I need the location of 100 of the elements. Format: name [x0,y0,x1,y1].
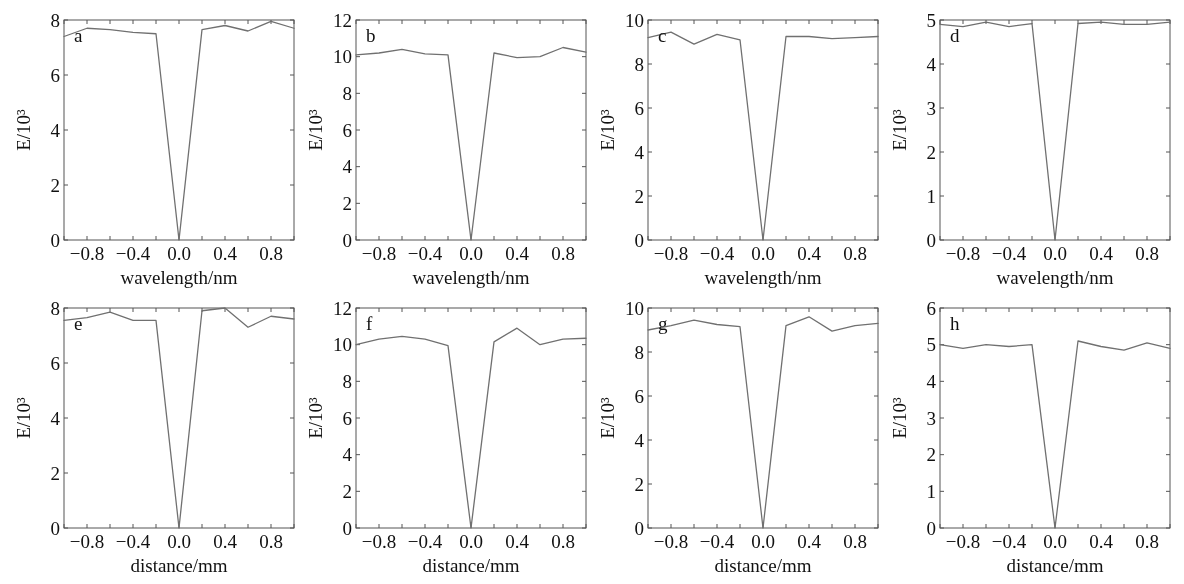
line-series [647,31,879,241]
y-tick-label: 3 [926,97,936,119]
y-tick-label: 5 [926,334,936,356]
x-tick-label: −0.4 [991,531,1027,552]
line-series [647,316,879,529]
y-tick-label: 0 [342,229,352,251]
line-series [939,340,1171,529]
x-tick-label: −0.8 [945,243,981,264]
x-tick-label: 0.4 [1089,243,1114,264]
y-tick-label: 3 [926,407,936,429]
x-tick-label: −0.8 [361,243,397,264]
x-tick-label: 0.0 [751,531,775,552]
y-tick-label: 4 [926,53,937,75]
y-axis-title: E/10³ [13,108,34,151]
y-tick-label: 6 [926,297,936,319]
x-tick-label: 0.4 [505,243,530,264]
x-tick-label: −0.8 [653,243,689,264]
y-axis-title: E/10³ [305,396,326,439]
x-tick-label: −0.4 [115,243,151,264]
y-tick-label: 2 [342,192,352,214]
y-tick-label: 0 [50,229,60,251]
y-tick-label: 4 [634,429,645,451]
y-tick-label: 0 [634,517,644,539]
annotation: f [366,313,373,334]
annotation: h [950,313,960,334]
annotation: d [950,25,960,46]
y-tick-label: 10 [625,297,644,319]
x-tick-label: 0.8 [551,531,575,552]
x-tick-label: −0.8 [69,531,105,552]
x-tick-label: −0.4 [991,243,1027,264]
y-tick-label: 6 [50,352,60,374]
annotation: b [366,25,376,46]
x-tick-label: 0.8 [551,243,575,264]
annotation: c [658,25,667,46]
y-tick-label: 6 [342,407,352,429]
x-tick-label: −0.8 [69,243,105,264]
x-tick-label: 0.0 [167,243,191,264]
x-axis-title: distance/mm [1006,555,1104,576]
x-tick-label: 0.8 [259,531,283,552]
y-tick-label: 2 [634,185,644,207]
x-tick-label: 0.8 [843,243,867,264]
line-series [355,46,587,241]
y-tick-label: 10 [333,334,352,356]
y-tick-label: 8 [342,82,352,104]
y-tick-label: 0 [342,517,352,539]
x-tick-label: 0.0 [1043,243,1067,264]
y-tick-label: 1 [926,480,936,502]
y-axis-title: E/10³ [597,396,618,439]
y-tick-label: 2 [926,141,936,163]
y-tick-label: 4 [342,444,353,466]
x-tick-label: 0.0 [751,243,775,264]
y-tick-label: 8 [634,53,644,75]
x-axis-title: wavelength/nm [704,267,822,288]
x-axis-title: distance/mm [130,555,228,576]
y-tick-label: 10 [333,46,352,68]
y-axis-title: E/10³ [597,108,618,151]
x-tick-label: 0.8 [843,531,867,552]
x-axis-title: distance/mm [714,555,812,576]
x-tick-label: −0.8 [945,531,981,552]
y-tick-label: 0 [634,229,644,251]
y-tick-label: 10 [625,9,644,31]
x-tick-label: 0.4 [213,243,238,264]
x-tick-label: −0.8 [653,531,689,552]
y-tick-label: 8 [634,341,644,363]
y-tick-label: 12 [333,297,352,319]
y-tick-label: 2 [342,480,352,502]
y-tick-label: 6 [634,97,644,119]
y-tick-label: 4 [634,141,645,163]
x-tick-label: 0.8 [1135,243,1159,264]
y-tick-label: 4 [342,156,353,178]
x-tick-label: 0.0 [1043,531,1067,552]
y-tick-label: 8 [342,370,352,392]
x-tick-label: 0.0 [459,243,483,264]
x-axis-title: wavelength/nm [120,267,238,288]
x-tick-label: 0.4 [797,531,822,552]
y-tick-label: 12 [333,9,352,31]
y-axis-title: E/10³ [889,108,910,151]
line-series [63,20,295,241]
x-tick-label: −0.4 [407,243,443,264]
y-tick-label: 1 [926,185,936,207]
x-tick-label: −0.4 [699,243,735,264]
y-axis-title: E/10³ [13,396,34,439]
annotation: a [74,25,83,46]
x-tick-label: 0.4 [797,243,822,264]
x-tick-label: −0.4 [699,531,735,552]
y-tick-label: 0 [926,517,936,539]
x-tick-label: −0.4 [115,531,151,552]
y-tick-label: 0 [50,517,60,539]
x-tick-label: 0.4 [1089,531,1114,552]
x-tick-label: 0.0 [459,531,483,552]
y-tick-label: 2 [926,444,936,466]
line-series [939,21,1171,241]
y-tick-label: 8 [50,297,60,319]
x-axis-title: wavelength/nm [996,267,1114,288]
x-tick-label: 0.0 [167,531,191,552]
y-tick-label: 4 [50,407,61,429]
x-tick-label: −0.8 [361,531,397,552]
x-axis-title: distance/mm [422,555,520,576]
x-tick-label: 0.8 [1135,531,1159,552]
y-tick-label: 0 [926,229,936,251]
